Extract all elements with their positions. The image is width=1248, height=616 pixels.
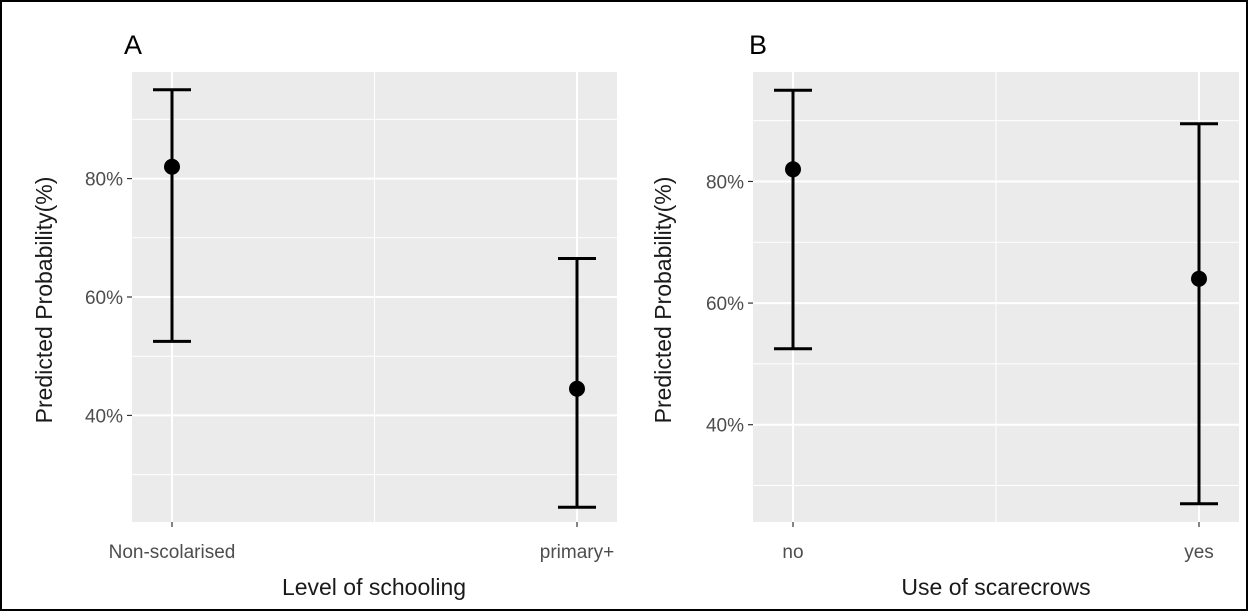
error-bar [774, 88, 812, 351]
panel-a-ticks: 40% 60% 80% Non-scolarised primary+ [85, 170, 614, 563]
panel-a-grid [132, 72, 617, 522]
x-tick-label: Non-scolarised [109, 542, 236, 563]
y-tick-label: 40% [85, 406, 123, 427]
panel-b-x-axis-title: Use of scarecrows [901, 574, 1090, 600]
y-tick-label: 60% [706, 294, 744, 315]
data-point [1191, 270, 1207, 287]
x-tick-label: no [782, 542, 803, 563]
panel-b-ticks: 40% 60% 80% no yes [706, 172, 1214, 563]
y-tick-label: 80% [706, 172, 744, 193]
x-tick-label: yes [1184, 542, 1214, 563]
panel-b-tag: B [749, 30, 767, 60]
y-tick-label: 60% [85, 288, 123, 309]
y-tick-label: 80% [85, 170, 123, 191]
data-point [785, 161, 801, 178]
panel-a: 40% 60% 80% Non-scolarised primary+ A Level … [31, 30, 617, 600]
panel-a-x-axis-title: Level of schooling [282, 574, 466, 600]
y-tick-label: 40% [706, 416, 744, 437]
panel-b-marks [774, 88, 1218, 506]
panel-b-y-axis-title: Predicted Probability(%) [650, 177, 676, 424]
x-tick-label: primary+ [540, 542, 614, 563]
error-bar [1180, 122, 1218, 506]
data-point [569, 380, 585, 397]
error-bar [153, 88, 191, 343]
panel-a-marks [153, 88, 596, 509]
panel-a-tag: A [124, 30, 142, 60]
data-point [164, 158, 180, 175]
panel-a-y-axis-title: Predicted Probability(%) [31, 177, 57, 424]
panel-b: 40% 60% 80% no yes B Use of scarecrows Predi… [650, 30, 1239, 600]
